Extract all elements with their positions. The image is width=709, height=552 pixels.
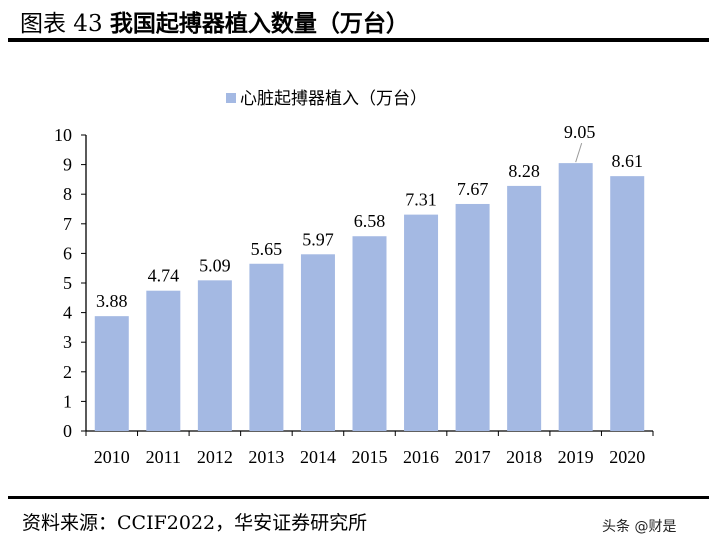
data-label: 5.09 bbox=[199, 255, 231, 275]
y-tick-label: 3 bbox=[63, 332, 72, 352]
data-label: 4.74 bbox=[148, 266, 180, 286]
chart-title: 我国起搏器植入数量（万台） bbox=[109, 10, 409, 37]
bar-2013 bbox=[249, 263, 284, 431]
y-tick-label: 4 bbox=[63, 303, 72, 323]
figure-title: 图表 43 我国起搏器植入数量（万台） bbox=[20, 4, 409, 38]
leader-line bbox=[575, 142, 583, 163]
x-tick-label: 2015 bbox=[352, 447, 388, 467]
source-note: 资料来源：CCIF2022，华安证券研究所 bbox=[22, 512, 368, 534]
bar-2015 bbox=[352, 236, 387, 431]
y-tick-label: 8 bbox=[63, 184, 72, 204]
y-tick-label: 0 bbox=[63, 421, 72, 441]
bar-2017 bbox=[455, 203, 490, 431]
bar-2016 bbox=[404, 214, 439, 431]
data-label: 8.61 bbox=[611, 151, 643, 171]
title-divider bbox=[8, 38, 709, 42]
watermark: 头条 @财是 bbox=[602, 519, 677, 535]
x-tick-label: 2014 bbox=[300, 447, 336, 467]
data-label: 8.28 bbox=[508, 161, 540, 181]
data-label: 5.65 bbox=[251, 239, 283, 259]
bar-2011 bbox=[146, 290, 181, 431]
y-tick-label: 5 bbox=[63, 273, 72, 293]
x-tick-label: 2011 bbox=[146, 447, 181, 467]
data-label: 3.88 bbox=[96, 291, 128, 311]
x-tick-label: 2016 bbox=[403, 447, 439, 467]
legend-swatch bbox=[226, 93, 236, 103]
bar-2010 bbox=[94, 316, 129, 431]
y-tick-label: 10 bbox=[54, 125, 72, 145]
x-tick-label: 2020 bbox=[609, 447, 645, 467]
x-tick-label: 2017 bbox=[455, 447, 491, 467]
bar-2018 bbox=[507, 185, 542, 431]
x-tick-label: 2019 bbox=[558, 447, 594, 467]
data-label: 7.31 bbox=[405, 190, 437, 210]
x-tick-label: 2012 bbox=[197, 447, 233, 467]
legend-label: 心脏起搏器植入（万台） bbox=[240, 89, 427, 108]
y-tick-label: 2 bbox=[63, 362, 72, 382]
x-tick-label: 2018 bbox=[506, 447, 542, 467]
y-tick-label: 7 bbox=[63, 214, 72, 234]
bar-2014 bbox=[300, 254, 335, 431]
data-label: 5.97 bbox=[302, 229, 334, 249]
data-label: 6.58 bbox=[354, 211, 386, 231]
x-tick-label: 2010 bbox=[94, 447, 130, 467]
data-label: 7.67 bbox=[457, 179, 489, 199]
y-tick-label: 9 bbox=[63, 155, 72, 175]
y-tick-label: 1 bbox=[63, 391, 72, 411]
figure-label: 图表 43 bbox=[20, 11, 103, 37]
bar-2020 bbox=[610, 176, 645, 431]
bar-2012 bbox=[197, 280, 232, 431]
y-tick-label: 6 bbox=[63, 243, 72, 263]
footer-divider bbox=[8, 496, 709, 499]
bar-2019 bbox=[558, 163, 593, 431]
data-label: 9.05 bbox=[564, 122, 596, 142]
x-tick-label: 2013 bbox=[248, 447, 284, 467]
